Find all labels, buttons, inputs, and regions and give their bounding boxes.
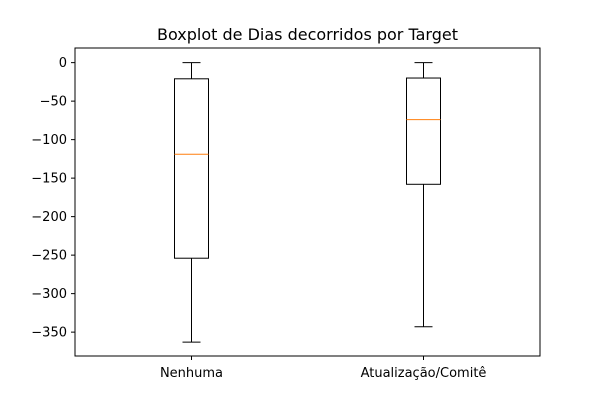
y-tick-label: −150 — [31, 172, 67, 187]
x-tick-label: Nenhuma — [160, 366, 223, 381]
box-group — [174, 62, 209, 343]
box-iqr — [406, 77, 441, 185]
box-group — [406, 62, 441, 328]
x-axis: Nenhuma Atualização/Comitê — [160, 356, 486, 381]
y-tick-label: −100 — [31, 133, 67, 148]
x-tick-label: Atualização/Comitê — [361, 366, 487, 381]
y-tick-label: −200 — [31, 210, 67, 225]
y-tick-label: −50 — [40, 95, 67, 110]
y-tick-label: −350 — [31, 326, 67, 341]
chart-title: Boxplot de Dias decorridos por Target — [157, 25, 458, 44]
boxes-group — [174, 62, 441, 343]
y-axis: 0 −50 −100 −150 −200 −250 −300 −350 — [31, 56, 75, 341]
box-iqr — [174, 78, 209, 259]
y-tick-label: −250 — [31, 249, 67, 264]
plot-area-frame — [74, 47, 541, 357]
y-tick-label: 0 — [59, 56, 67, 71]
y-tick-label: −300 — [31, 287, 67, 302]
